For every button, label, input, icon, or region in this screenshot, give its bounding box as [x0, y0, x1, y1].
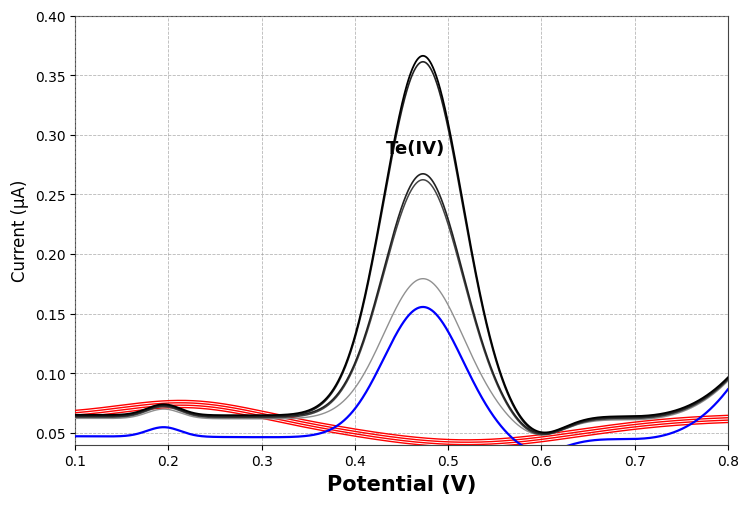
Y-axis label: Current (μA): Current (μA) [11, 180, 29, 282]
Text: Te(IV): Te(IV) [386, 139, 446, 158]
X-axis label: Potential (V): Potential (V) [327, 474, 476, 494]
